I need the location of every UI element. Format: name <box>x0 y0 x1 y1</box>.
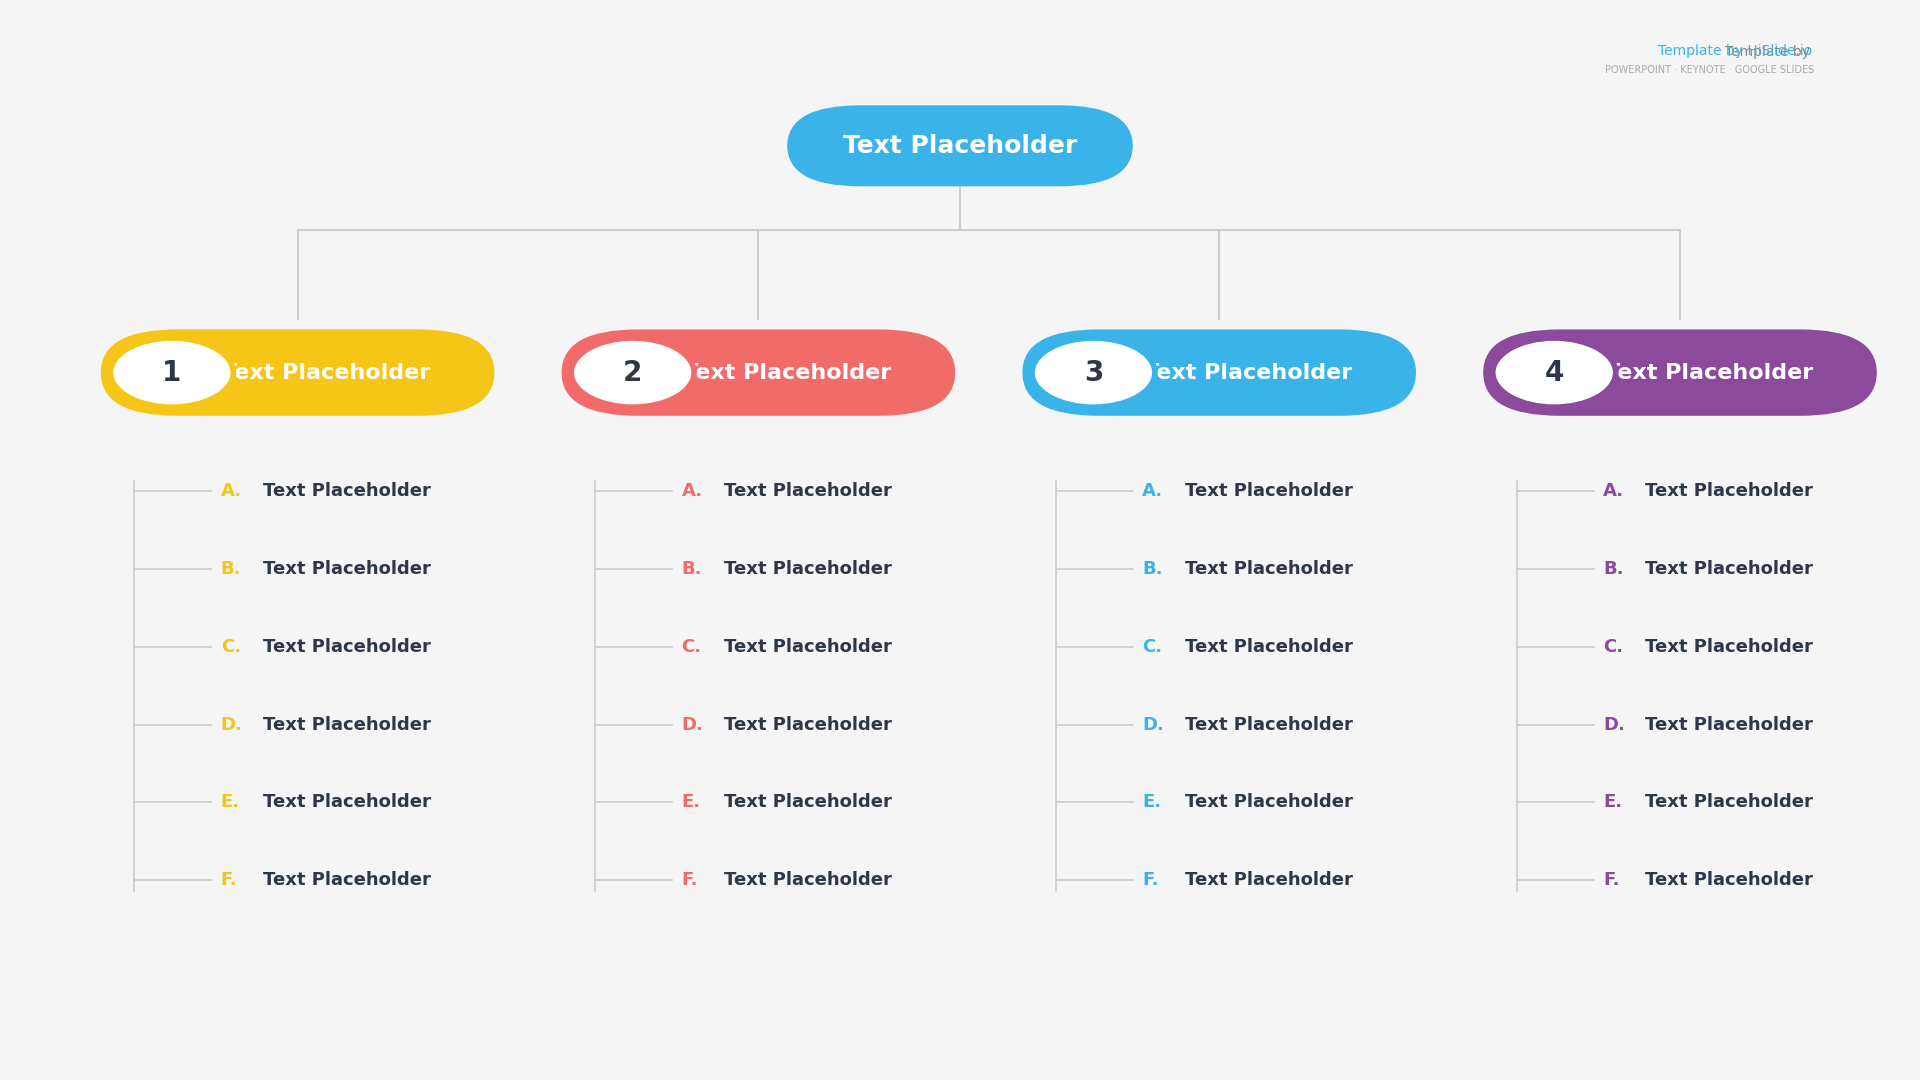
Text: Text Placeholder: Text Placeholder <box>223 363 430 382</box>
Text: C.: C. <box>221 638 240 656</box>
Text: Text Placeholder: Text Placeholder <box>263 872 430 889</box>
Text: B.: B. <box>682 561 703 578</box>
Text: A.: A. <box>1142 483 1164 500</box>
Text: Template by: Template by <box>1724 45 1814 59</box>
Text: Text Placeholder: Text Placeholder <box>1185 483 1352 500</box>
Text: E.: E. <box>1603 794 1622 811</box>
Text: B.: B. <box>1603 561 1624 578</box>
Text: F.: F. <box>1142 872 1160 889</box>
Text: 4: 4 <box>1544 359 1565 387</box>
Text: Text Placeholder: Text Placeholder <box>1185 638 1352 656</box>
Text: A.: A. <box>221 483 242 500</box>
Text: Text Placeholder: Text Placeholder <box>263 561 430 578</box>
Text: F.: F. <box>1603 872 1620 889</box>
Text: Text Placeholder: Text Placeholder <box>1185 794 1352 811</box>
Text: Text Placeholder: Text Placeholder <box>724 561 891 578</box>
Text: E.: E. <box>221 794 240 811</box>
Text: E.: E. <box>1142 794 1162 811</box>
Text: Text Placeholder: Text Placeholder <box>724 638 891 656</box>
Text: B.: B. <box>1142 561 1164 578</box>
Text: F.: F. <box>221 872 238 889</box>
Text: A.: A. <box>682 483 703 500</box>
Text: C.: C. <box>682 638 701 656</box>
Text: Text Placeholder: Text Placeholder <box>263 638 430 656</box>
Text: POWERPOINT · KEYNOTE · GOOGLE SLIDES: POWERPOINT · KEYNOTE · GOOGLE SLIDES <box>1605 65 1814 75</box>
Text: 2: 2 <box>622 359 643 387</box>
Text: Text Placeholder: Text Placeholder <box>1185 872 1352 889</box>
Circle shape <box>111 338 234 407</box>
Text: Text Placeholder: Text Placeholder <box>1185 561 1352 578</box>
Text: F.: F. <box>682 872 699 889</box>
Text: Text Placeholder: Text Placeholder <box>263 716 430 733</box>
Text: Text Placeholder: Text Placeholder <box>1605 363 1812 382</box>
Text: Template by HiSlide.io: Template by HiSlide.io <box>1659 44 1812 58</box>
Circle shape <box>1033 338 1156 407</box>
Text: C.: C. <box>1142 638 1162 656</box>
Text: Text Placeholder: Text Placeholder <box>724 794 891 811</box>
Text: A.: A. <box>1603 483 1624 500</box>
Text: B.: B. <box>221 561 242 578</box>
Text: Text Placeholder: Text Placeholder <box>263 794 430 811</box>
FancyBboxPatch shape <box>102 329 495 416</box>
Text: Text Placeholder: Text Placeholder <box>263 483 430 500</box>
Text: D.: D. <box>682 716 703 733</box>
Text: C.: C. <box>1603 638 1622 656</box>
Text: Text Placeholder: Text Placeholder <box>1645 794 1812 811</box>
FancyBboxPatch shape <box>561 329 956 416</box>
Text: Text Placeholder: Text Placeholder <box>1645 716 1812 733</box>
Text: E.: E. <box>682 794 701 811</box>
Text: Text Placeholder: Text Placeholder <box>724 716 891 733</box>
Text: Text Placeholder: Text Placeholder <box>843 134 1077 158</box>
Text: D.: D. <box>221 716 242 733</box>
Text: D.: D. <box>1142 716 1164 733</box>
Text: 1: 1 <box>161 359 182 387</box>
FancyBboxPatch shape <box>1482 329 1876 416</box>
FancyBboxPatch shape <box>1021 329 1415 416</box>
Circle shape <box>1494 338 1617 407</box>
Text: Text Placeholder: Text Placeholder <box>1645 483 1812 500</box>
Text: Text Placeholder: Text Placeholder <box>1645 872 1812 889</box>
Text: 3: 3 <box>1083 359 1104 387</box>
Text: Text Placeholder: Text Placeholder <box>1645 638 1812 656</box>
Text: Text Placeholder: Text Placeholder <box>1144 363 1352 382</box>
Text: D.: D. <box>1603 716 1624 733</box>
Circle shape <box>572 338 693 407</box>
Text: Text Placeholder: Text Placeholder <box>724 483 891 500</box>
Text: Text Placeholder: Text Placeholder <box>724 872 891 889</box>
Text: Text Placeholder: Text Placeholder <box>1645 561 1812 578</box>
Text: Text Placeholder: Text Placeholder <box>684 363 891 382</box>
FancyBboxPatch shape <box>787 106 1133 186</box>
Text: Text Placeholder: Text Placeholder <box>1185 716 1352 733</box>
